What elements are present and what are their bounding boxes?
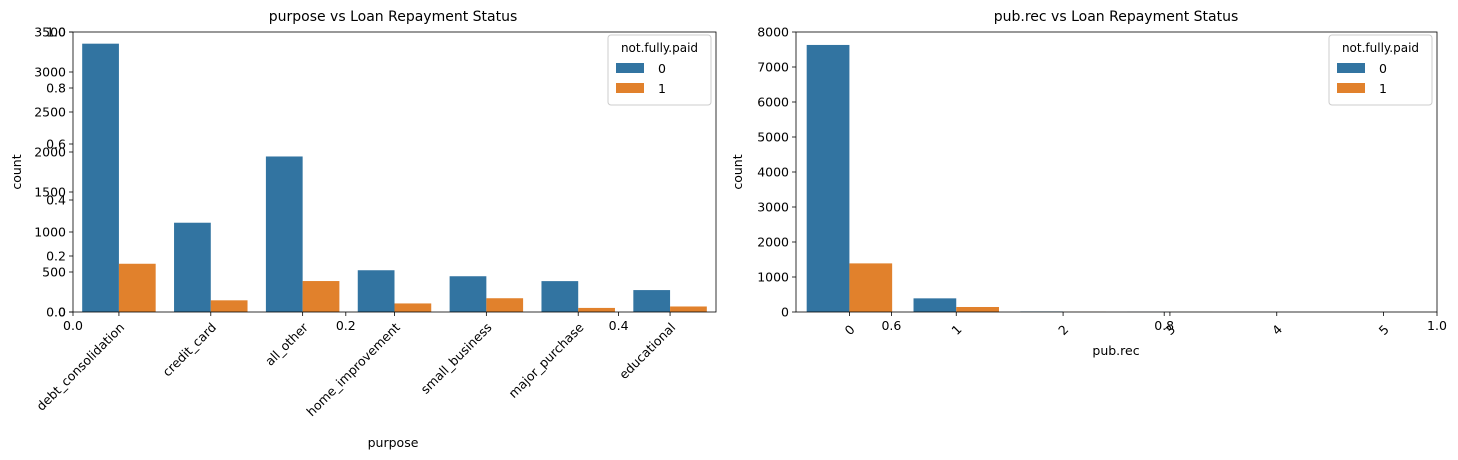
y-axis-label: count	[9, 154, 24, 189]
overlay-x-tick-label: 0.8	[1154, 318, 1174, 333]
overlay-y-tick-label: 1.0	[46, 25, 66, 40]
bar	[849, 263, 893, 312]
legend-swatch	[1337, 63, 1365, 73]
legend-title: not.fully.paid	[621, 41, 698, 55]
bar	[956, 306, 999, 312]
chart-purpose: purpose vs Loan Repayment Status count p…	[9, 9, 717, 450]
overlay-x-tick-label: 0.6	[881, 318, 901, 333]
chart-title: pub.rec vs Loan Repayment Status	[994, 9, 1239, 25]
overlay-x-tick-label: 0.4	[609, 318, 629, 333]
y-tick-label: 3500	[34, 25, 66, 40]
overlay-x-tick-label: 1.0	[1427, 318, 1447, 333]
y-tick-label: 500	[42, 265, 66, 280]
legend-label: 1	[658, 81, 666, 96]
overlay-y-tick-label: 0.6	[46, 137, 66, 152]
overlay-x-tick-label: 0.2	[336, 318, 356, 333]
bar	[913, 298, 957, 312]
x-tick-label: major_purchase	[505, 319, 586, 400]
y-tick-label: 5000	[757, 130, 789, 145]
legend-label: 0	[658, 61, 666, 76]
legend-label: 1	[1379, 81, 1387, 96]
bar	[357, 270, 395, 312]
plot-frame	[72, 31, 717, 313]
y-tick-label: 0	[781, 305, 789, 320]
chart-pub-rec: pub.rec vs Loan Repayment Status count p…	[730, 9, 1438, 358]
x-tick-label: credit_card	[159, 320, 219, 380]
chart-title: purpose vs Loan Repayment Status	[269, 9, 518, 25]
x-axis-label: purpose	[368, 435, 419, 450]
plot-frame	[795, 31, 1438, 313]
bar	[633, 290, 671, 312]
y-tick-label: 2000	[34, 145, 66, 160]
bar	[806, 44, 850, 312]
x-tick-label: 5	[1376, 322, 1392, 338]
x-tick-label: home_improvement	[303, 320, 402, 419]
bar	[174, 222, 211, 312]
bar	[210, 300, 248, 312]
legend-swatch	[616, 63, 644, 73]
y-tick-label: 1500	[34, 185, 66, 200]
overlay-y-tick-label: 0.4	[46, 193, 66, 208]
bar	[118, 263, 156, 312]
y-tick-label: 6000	[757, 95, 789, 110]
x-tick-label: 2	[1055, 322, 1071, 338]
y-tick-label: 2500	[34, 105, 66, 120]
legend-title: not.fully.paid	[1342, 41, 1419, 55]
y-tick-label: 2000	[757, 235, 789, 250]
overlay-y-tick-label: 0.2	[46, 249, 66, 264]
overlay-y-tick-label: 0.0	[46, 305, 66, 320]
x-tick-label: 0	[841, 322, 857, 338]
bar	[265, 156, 303, 312]
y-tick-label: 3000	[34, 65, 66, 80]
bar	[578, 307, 615, 312]
legend-label: 0	[1379, 61, 1387, 76]
legend-swatch	[1337, 83, 1365, 93]
bar	[486, 298, 524, 312]
y-tick-label: 7000	[757, 60, 789, 75]
x-axis-label: pub.rec	[1092, 343, 1139, 358]
bar	[541, 281, 579, 312]
overlay-axis: 0.0 0.2 0.4 0.6 0.8 1.0 0.0 0.2 0.4 0.6 0.8 1.0	[46, 25, 1447, 334]
legend-swatch	[616, 83, 644, 93]
overlay-y-tick-label: 0.8	[46, 81, 66, 96]
y-tick-label: 0	[58, 305, 66, 320]
y-tick-label: 1000	[34, 225, 66, 240]
bar	[302, 281, 340, 312]
overlay-x-tick-label: 0.0	[63, 318, 83, 333]
x-tick-label: 1	[948, 322, 964, 338]
y-tick-label: 3000	[757, 200, 789, 215]
x-tick-label: all_other	[262, 319, 312, 369]
y-tick-label: 4000	[757, 165, 789, 180]
bar	[394, 303, 432, 312]
bar	[82, 43, 119, 313]
y-tick-label: 8000	[757, 25, 789, 40]
x-tick-label: debt_consolidation	[33, 320, 127, 414]
x-tick-label: small_business	[418, 320, 495, 397]
bar	[449, 276, 487, 312]
y-tick-label: 1000	[757, 270, 789, 285]
x-tick-label: 4	[1269, 322, 1285, 338]
y-axis-label: count	[730, 154, 745, 189]
bar	[670, 306, 707, 312]
